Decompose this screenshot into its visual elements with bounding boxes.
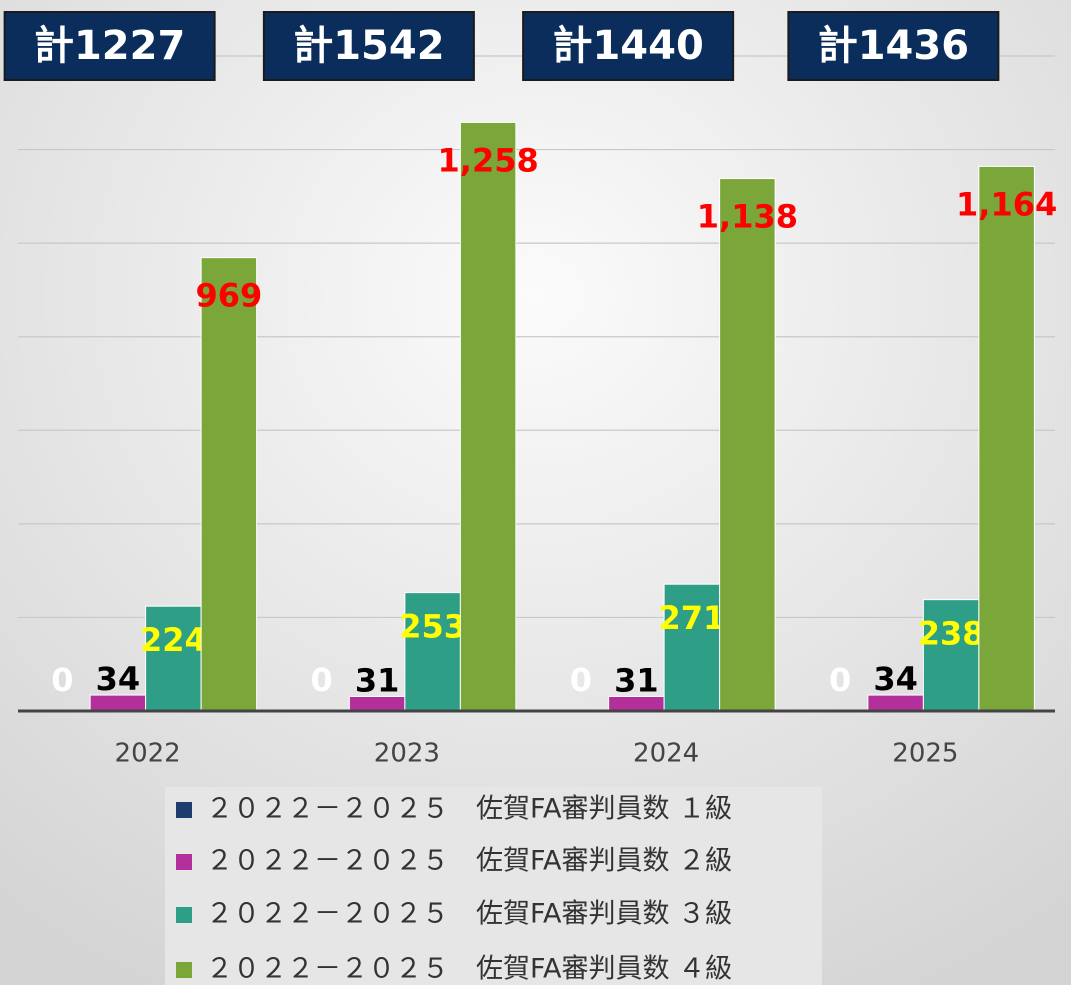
value-label: 1,258 [438,141,539,179]
value-label: 253 [399,608,466,646]
bar [404,592,461,712]
legend-label: ２０２２－２０２５ 佐賀FA審判員数 ４級 [206,954,732,985]
x-tick-label: 2025 [892,739,958,769]
total-label: 計1440 [552,23,703,69]
legend-swatch [176,854,192,870]
x-tick-label: 2022 [115,739,181,769]
value-label: 224 [140,621,207,659]
legend-label: ２０２２－２０２５ 佐賀FA審判員数 ２級 [206,846,732,877]
legend-label: ２０２２－２０２５ 佐賀FA審判員数 １級 [206,794,732,825]
total-label: 計1542 [293,23,444,69]
legend-box [165,787,822,985]
value-label: 0 [570,661,592,699]
bar [663,583,721,712]
legend-swatch [176,907,192,923]
total-label: 計1436 [818,23,969,69]
total-box [522,11,735,81]
value-label: 969 [195,277,262,315]
value-label: 238 [918,615,985,653]
value-label: 271 [658,599,725,637]
value-label: 0 [829,661,851,699]
total-box [262,11,475,81]
value-label: 34 [96,660,141,698]
bar [459,121,517,712]
value-label: 34 [873,660,918,698]
total-box [787,11,1000,81]
value-label: 0 [310,661,332,699]
value-label: 31 [355,661,400,699]
value-label: 0 [51,661,73,699]
bar [922,599,980,712]
x-tick-label: 2024 [633,739,699,769]
legend-label: ２０２２－２０２５ 佐賀FA審判員数 ３級 [206,899,732,930]
value-label: 31 [614,661,659,699]
total-box [3,11,216,81]
total-label: 計1227 [34,23,185,69]
value-label: 1,138 [697,198,798,236]
legend-swatch [176,802,192,818]
bar [719,178,776,712]
value-label: 1,164 [956,185,1057,223]
bar [200,257,258,712]
bar [145,605,202,712]
x-tick-label: 2023 [374,739,440,769]
bar [978,165,1035,712]
legend-swatch [176,962,192,978]
